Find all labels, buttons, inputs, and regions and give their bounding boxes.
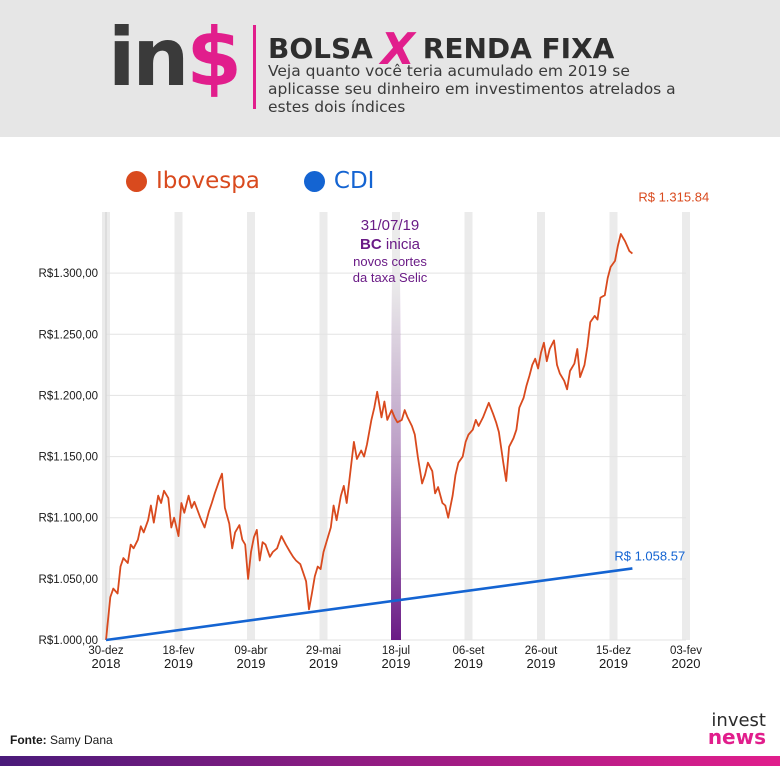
chart-legend: Ibovespa CDI [126, 168, 418, 194]
x-tick-label-day: 06-set [453, 645, 486, 657]
annotation-line3: novos cortes [353, 254, 427, 269]
legend-label-cdi: CDI [333, 168, 375, 194]
footer-gradient-bar [0, 756, 780, 766]
header-banner: in$ BOLSA X RENDA FIXA Veja quanto você te… [0, 0, 780, 137]
legend-dot-ibovespa [126, 170, 147, 192]
x-tick-label-day: 30-dez [88, 645, 123, 657]
x-tick-label-year: 2019 [382, 656, 411, 671]
annotation-date: 31/07/19 [361, 217, 419, 234]
title-left: BOLSA [268, 32, 373, 65]
x-tick-label-year: 2018 [92, 656, 121, 671]
y-tick-label: R$1.100,00 [39, 513, 98, 525]
end-label-cdi: R$ 1.058.57 [614, 548, 685, 563]
x-grid-band-7 [609, 212, 618, 640]
annotation-band [391, 282, 401, 640]
x-tick-label-year: 2019 [237, 656, 266, 671]
x-tick-label-year: 2019 [454, 656, 483, 671]
annotation-line4: da taxa Selic [353, 270, 428, 285]
x-grid-band-6 [537, 212, 545, 640]
source-note: Fonte: Samy Dana [10, 733, 113, 747]
y-tick-label: R$1.050,00 [39, 574, 98, 586]
y-tick-label: R$1.000,00 [39, 635, 98, 647]
y-tick-label: R$1.250,00 [39, 329, 98, 341]
x-tick-label-day: 18-jul [382, 645, 410, 657]
x-tick-label-year: 2020 [672, 656, 701, 671]
annotation-bc: BC [360, 236, 382, 253]
brand-text-invest: invest [711, 710, 766, 731]
page-subtitle: Veja quanto você teria acumulado em 2019… [268, 62, 676, 116]
x-tick-label-day: 29-mai [306, 645, 341, 657]
legend-dot-cdi [303, 170, 325, 192]
source-label: Fonte: [10, 733, 47, 747]
x-tick-label-year: 2019 [164, 656, 193, 671]
annotation-inicia: inicia [382, 236, 421, 253]
page-title: BOLSA X RENDA FIXA [268, 24, 614, 75]
x-tick-label-year: 2019 [599, 656, 628, 671]
x-tick-label-day: 26-out [525, 645, 558, 657]
end-label-ibovespa: R$ 1.315.84 [638, 190, 709, 205]
y-tick-label: R$1.150,00 [39, 452, 98, 464]
title-right: RENDA FIXA [422, 32, 615, 65]
x-tick-label-day: 09-abr [234, 645, 267, 657]
brand-text-news: news [707, 725, 766, 749]
x-tick-label-day: 03-fev [670, 645, 702, 657]
logo-text-dollar: $ [186, 11, 242, 104]
y-tick-label: R$1.300,00 [39, 268, 98, 280]
annotation-line2: BC inicia [360, 236, 421, 253]
logo-text-in: in [108, 11, 189, 104]
legend-label-ibovespa: Ibovespa [156, 168, 260, 194]
title-versus-x: X [380, 24, 415, 75]
y-tick-label: R$1.200,00 [39, 390, 98, 402]
x-grid-band-3 [319, 212, 328, 640]
legend-item-cdi: CDI [303, 168, 375, 194]
header-divider [253, 25, 256, 109]
brand-logo: in$ [108, 18, 242, 98]
investnews-logo: invest news [707, 710, 766, 749]
x-grid-band-1 [174, 212, 183, 640]
x-tick-label-day: 18-fev [163, 645, 195, 657]
legend-item-ibovespa: Ibovespa [126, 168, 260, 194]
series-line-cdi [105, 567, 633, 642]
source-value: Samy Dana [50, 733, 113, 747]
x-tick-label-day: 15-dez [596, 645, 631, 657]
series-line-ibovespa [105, 233, 633, 641]
x-tick-label-year: 2019 [309, 656, 338, 671]
x-grid-band-2 [247, 212, 255, 640]
x-grid-band-8 [682, 212, 690, 640]
x-tick-label-year: 2019 [527, 656, 556, 671]
x-grid-band-5 [464, 212, 473, 640]
